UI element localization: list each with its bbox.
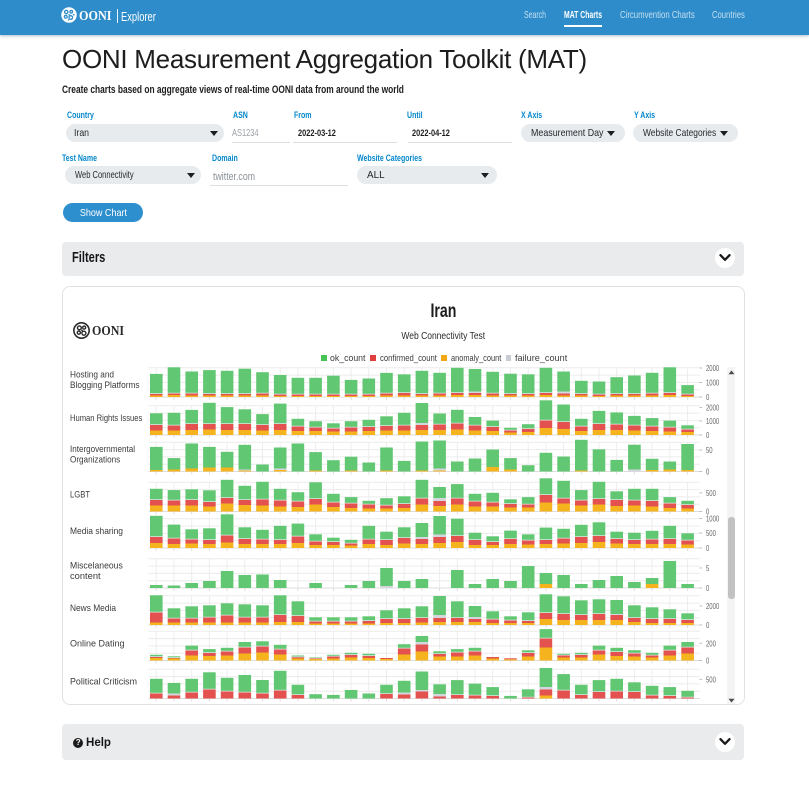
svg-text:0: 0 — [706, 431, 710, 440]
svg-text:Human Rights Issues: Human Rights Issues — [70, 413, 142, 424]
svg-text:1000: 1000 — [706, 417, 720, 426]
svg-text:2000: 2000 — [706, 404, 720, 413]
svg-text:content: content — [70, 571, 101, 582]
svg-text:2000: 2000 — [706, 602, 720, 611]
svg-text:Organizations: Organizations — [70, 455, 120, 466]
svg-text:5: 5 — [706, 564, 710, 573]
svg-text:News Media: News Media — [70, 603, 117, 614]
svg-text:500: 500 — [706, 529, 716, 538]
svg-text:1000: 1000 — [706, 379, 720, 388]
svg-text:Miscelaneous: Miscelaneous — [70, 561, 123, 572]
svg-text:LGBT: LGBT — [70, 490, 90, 501]
svg-text:0: 0 — [706, 508, 710, 517]
svg-text:0: 0 — [706, 621, 710, 630]
svg-text:Political Criticism: Political Criticism — [70, 677, 137, 688]
svg-text:Intergovernmental: Intergovernmental — [70, 444, 135, 455]
svg-text:500: 500 — [706, 675, 716, 684]
svg-text:500: 500 — [706, 489, 716, 498]
svg-text:Blogging Platforms: Blogging Platforms — [70, 380, 140, 391]
svg-text:0: 0 — [706, 584, 710, 593]
svg-text:1000: 1000 — [706, 515, 720, 524]
svg-text:Hosting and: Hosting and — [70, 370, 114, 381]
svg-text:50: 50 — [706, 446, 713, 455]
svg-text:Online Dating: Online Dating — [70, 639, 125, 650]
svg-text:0: 0 — [706, 468, 710, 477]
svg-text:2000: 2000 — [706, 364, 720, 373]
svg-text:Media sharing: Media sharing — [70, 526, 123, 537]
svg-text:0: 0 — [706, 657, 710, 666]
svg-text:0: 0 — [706, 393, 710, 402]
svg-text:200: 200 — [706, 639, 716, 648]
svg-text:0: 0 — [706, 544, 710, 553]
